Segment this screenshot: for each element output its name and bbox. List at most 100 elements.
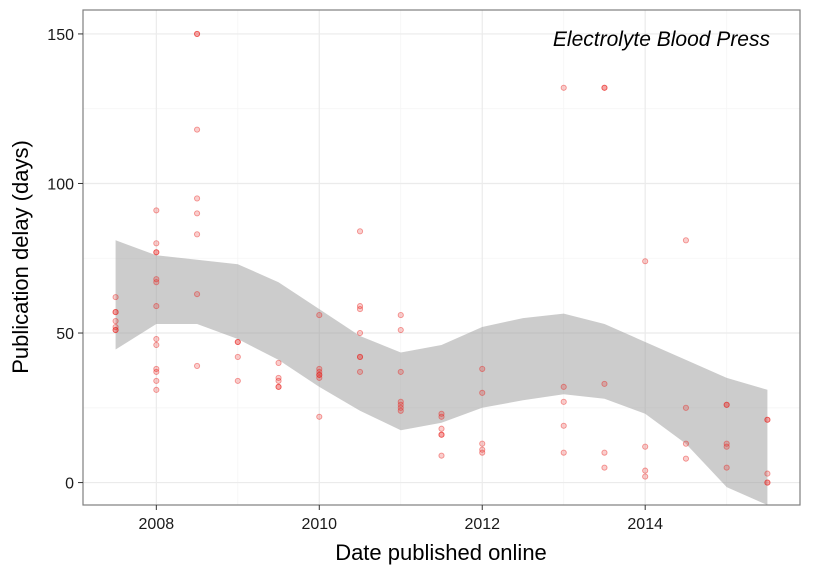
data-point: [560, 449, 567, 456]
data-point: [234, 338, 241, 346]
x-tick-label: 2010: [301, 516, 337, 533]
data-point: [112, 323, 119, 331]
x-tick-label: 2008: [139, 516, 175, 533]
data-point: [479, 440, 486, 447]
data-point: [764, 416, 771, 423]
data-point: [194, 362, 201, 369]
data-point: [397, 326, 404, 334]
data-point: [479, 365, 486, 372]
data-point: [153, 341, 160, 349]
data-point: [438, 425, 445, 432]
y-tick-label: 100: [47, 176, 74, 193]
data-point: [356, 353, 364, 360]
data-point: [234, 338, 241, 346]
data-point: [723, 464, 730, 471]
data-point: [642, 473, 649, 480]
data-point: [723, 440, 730, 447]
data-point: [397, 368, 404, 375]
y-tick-label: 150: [47, 27, 74, 44]
data-point: [275, 359, 282, 366]
data-point: [275, 383, 282, 390]
data-point: [153, 279, 160, 286]
data-point: [316, 374, 323, 381]
data-point: [356, 228, 364, 235]
data-point: [112, 294, 119, 301]
x-axis-title: Date published online: [335, 540, 547, 565]
data-point: [479, 449, 486, 456]
data-point: [682, 237, 689, 244]
data-point: [316, 371, 323, 378]
data-point: [479, 389, 486, 396]
data-point: [153, 240, 160, 247]
grid-major: [83, 10, 800, 505]
data-point: [153, 276, 160, 283]
data-point: [397, 407, 404, 414]
data-point: [723, 443, 730, 450]
data-point: [234, 377, 241, 384]
data-point: [153, 368, 160, 375]
data-point: [194, 195, 201, 202]
data-point: [764, 479, 771, 486]
data-point: [682, 455, 689, 462]
data-point: [275, 374, 282, 381]
data-point: [560, 422, 567, 429]
data-point: [479, 446, 486, 453]
data-point: [642, 258, 649, 265]
data-point: [356, 329, 364, 337]
data-point: [356, 368, 364, 375]
data-point: [194, 231, 201, 238]
data-point: [112, 318, 119, 325]
data-point: [153, 365, 160, 372]
data-point: [153, 335, 160, 343]
data-point: [397, 312, 404, 319]
data-point: [764, 479, 771, 486]
grid-minor: [83, 10, 800, 505]
data-point: [601, 380, 608, 387]
y-tick-label: 0: [65, 476, 74, 493]
data-point: [601, 449, 608, 456]
y-tick-label: 50: [56, 326, 74, 343]
data-point: [112, 309, 119, 316]
data-point: [438, 413, 445, 420]
data-point: [316, 371, 323, 378]
data-point: [601, 464, 608, 471]
data-point: [356, 303, 364, 310]
data-point: [356, 306, 364, 313]
data-point: [153, 249, 160, 256]
data-point: [275, 383, 282, 390]
data-point: [438, 431, 445, 438]
data-point: [316, 368, 323, 375]
data-point: [153, 377, 160, 384]
data-point: [316, 413, 323, 420]
data-point: [153, 303, 160, 310]
data-point: [194, 30, 201, 37]
data-point: [153, 249, 160, 256]
data-point: [397, 398, 404, 405]
data-point: [764, 470, 771, 477]
data-point: [397, 404, 404, 411]
data-point: [682, 404, 689, 411]
data-point: [438, 410, 445, 417]
data-point: [234, 353, 241, 360]
data-point: [438, 452, 445, 459]
data-point: [356, 353, 364, 360]
data-point: [642, 443, 649, 450]
scatter-points: [112, 30, 771, 486]
data-point: [112, 326, 119, 334]
data-point: [194, 291, 201, 298]
data-point: [397, 401, 404, 408]
data-point: [316, 312, 323, 319]
x-tick-label: 2012: [464, 516, 500, 533]
data-point: [723, 401, 730, 408]
smooth-confidence-ribbon: [115, 240, 768, 506]
data-point: [316, 365, 323, 372]
journal-annotation: Electrolyte Blood Press: [553, 28, 771, 51]
y-axis-title: Publication delay (days): [8, 140, 33, 374]
data-point: [723, 401, 730, 408]
x-axis: 2008 2010 2012 2014: [139, 505, 663, 533]
data-point: [601, 84, 608, 91]
data-point: [153, 207, 160, 214]
data-point: [601, 84, 608, 91]
y-axis: 0 50 100 150: [47, 27, 83, 493]
data-point: [112, 326, 119, 334]
